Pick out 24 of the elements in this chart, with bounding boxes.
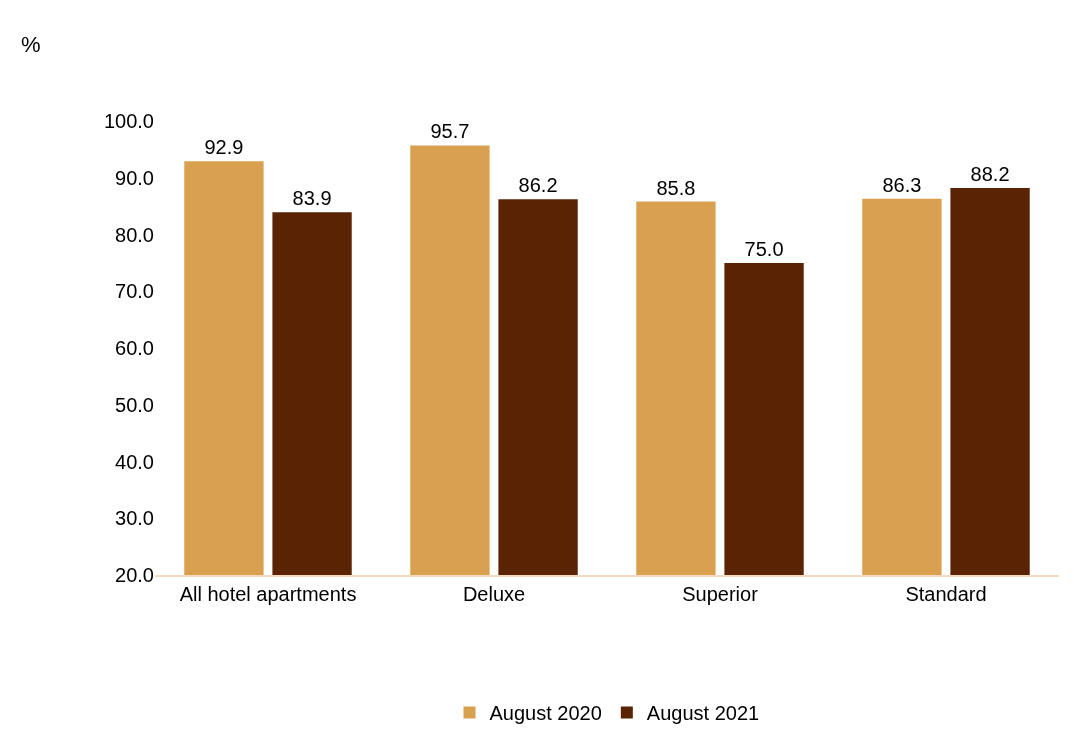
y-tick-label: 40.0 <box>115 450 154 473</box>
x-tick-label: Deluxe <box>462 583 526 605</box>
text: 83.9 <box>292 187 332 210</box>
y-tick-label: 80.0 <box>115 223 154 246</box>
y-tick-label: 90.0 <box>115 166 154 189</box>
y-tick-label: 60.0 <box>115 337 154 359</box>
y-tick-label: 30.0 <box>115 507 154 530</box>
text: 88.2 <box>970 162 1010 185</box>
text: 86.2 <box>518 174 558 197</box>
text: 85.8 <box>656 176 696 199</box>
y-axis-title: % <box>21 32 41 57</box>
x-tick-label: Standard <box>905 583 987 605</box>
text: 75.0 <box>744 237 784 260</box>
y-tick-label: 20.0 <box>115 564 154 586</box>
y-tick-label: 70.0 <box>115 280 154 303</box>
y-tick-label: 100.0 <box>103 110 154 132</box>
text: 95.7 <box>430 120 470 143</box>
x-tick-label: All hotel apartments <box>179 583 357 605</box>
text: 86.3 <box>882 173 922 196</box>
legend-label: August 2021 <box>646 702 760 725</box>
text: 92.9 <box>204 136 244 159</box>
y-tick-label: 50.0 <box>115 393 154 416</box>
legend-label: August 2020 <box>489 702 602 725</box>
x-tick-label: Superior <box>682 583 759 605</box>
